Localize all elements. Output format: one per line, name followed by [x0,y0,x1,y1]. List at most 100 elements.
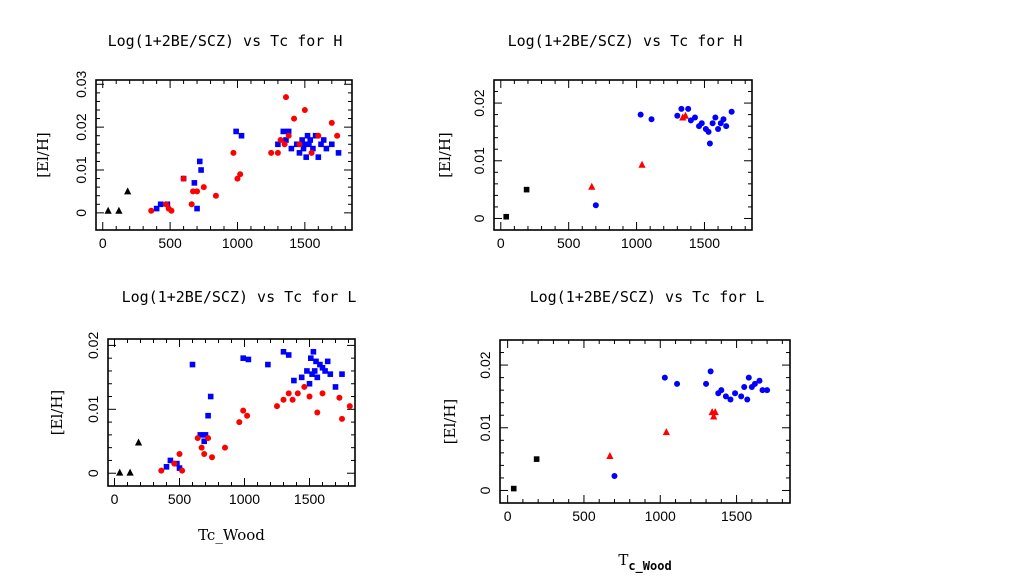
red-circle-point [328,119,335,126]
blue-circle-point [691,114,698,121]
chart-panel-top-left: Log(1+2BE/SCZ) vs Tc for H 0 500 1000 1500 0 0… [34,32,353,251]
x-tick-label: 0 [99,235,107,251]
chart-title: Log(1+2BE/SCZ) vs Tc for H [508,32,743,50]
blue-circle-point [751,380,758,387]
blue-circle-point [728,108,735,115]
blue-square-point [275,141,281,148]
blue-circle-point [732,390,739,397]
chart-panel-bottom-right: Log(1+2BE/SCZ) vs Tc for L 0 500 1000 1500 0 0… [441,288,791,574]
blue-square-point [265,361,271,368]
blue-circle-point [705,128,712,135]
blue-square-point [280,348,287,355]
red-circle-point [200,184,207,191]
chart-panel-top-right: Log(1+2BE/SCZ) vs Tc for H 0 500 1000 1500 0 0… [436,32,753,251]
blue-square-point [306,141,312,148]
red-circle-point [240,407,247,414]
red-circle-point [281,141,288,148]
x-tick-label: 1500 [294,491,325,507]
red-circle-point [168,207,175,214]
red-circle-point [306,393,313,400]
blue-square-point [304,368,310,374]
blue-square-point [167,457,174,464]
red-circle-point [314,409,321,416]
black-square-point [503,213,510,220]
blue-square-point [198,167,204,173]
red-circle-point [188,201,195,208]
blue-circle-point [703,380,710,387]
blue-square-point [157,201,164,208]
red-triangle-point [662,428,670,436]
red-circle-point [336,394,343,401]
red-circle-point [244,412,251,419]
y-tick-label: 0.02 [471,89,487,116]
chart-title: Log(1+2BE/SCZ) vs Tc for H [108,32,343,50]
blue-square-point [240,355,246,361]
x-tick-label: 1000 [621,235,652,251]
red-circle-point [291,115,298,122]
red-circle-point [171,460,178,467]
blue-circle-point [707,368,714,375]
x-tick-label: 1500 [721,508,752,524]
red-circle-point [294,390,301,397]
blue-square-point [233,128,239,135]
blue-square-point [339,371,345,377]
blue-square-point [300,145,307,152]
y-tick-label: 0 [73,209,89,217]
red-circle-point [237,171,244,178]
blue-circle-point [674,380,681,387]
blue-square-point [283,137,289,143]
x-axis-label-main: T [618,551,628,569]
y-tick-label: 0.01 [85,395,101,422]
red-circle-point [339,415,345,422]
blue-square-point [313,358,319,365]
red-circle-point [280,396,287,403]
blue-square-point [189,361,196,368]
blue-square-point [205,412,211,419]
blue-circle-point [709,120,716,127]
blue-square-point [314,374,321,381]
blue-square-point [308,355,314,361]
blue-square-point [288,145,295,152]
y-tick-label: 0 [471,214,487,222]
red-circle-point [148,207,155,214]
y-tick-label: 0 [477,486,493,494]
blue-circle-point [661,374,668,381]
x-tick-label: 1000 [222,235,253,251]
y-tick-label: 0.02 [477,351,493,378]
chart-title: Log(1+2BE/SCZ) vs Tc for L [122,288,357,306]
blue-square-point [332,384,339,390]
y-tick-label: 0.01 [73,156,89,183]
blue-square-point [245,356,252,363]
blue-circle-point [698,120,705,127]
blue-square-point [335,150,342,156]
blue-circle-point [744,396,751,403]
red-circle-point [285,132,292,139]
y-tick-label: 0.01 [471,147,487,174]
red-circle-point [179,467,186,474]
blue-square-point [311,368,318,374]
blue-circle-point [718,387,725,394]
black-square-point [523,186,530,193]
red-triangle-point [710,412,718,420]
red-circle-point [176,451,183,458]
blue-square-point [153,205,160,212]
blue-square-point [280,128,287,135]
blue-square-point [318,141,324,148]
red-circle-point [201,451,208,458]
y-tick-label: 0.01 [477,414,493,441]
blue-square-point [202,432,209,438]
blue-circle-point [712,114,719,121]
y-tick-label: 0 [85,469,101,477]
blue-circle-point [727,396,734,403]
chart-title: Log(1+2BE/SCZ) vs Tc for L [530,288,765,306]
blue-square-point [207,393,214,400]
x-axis-label: Tc_Wood [618,551,671,574]
x-tick-label: 1000 [229,491,260,507]
blue-square-point [176,465,183,471]
blue-square-point [302,141,308,148]
red-circle-point [308,149,315,156]
plot-frame [493,79,753,231]
blue-square-point [309,371,315,377]
x-axis-label: Tc_Wood [198,526,265,544]
